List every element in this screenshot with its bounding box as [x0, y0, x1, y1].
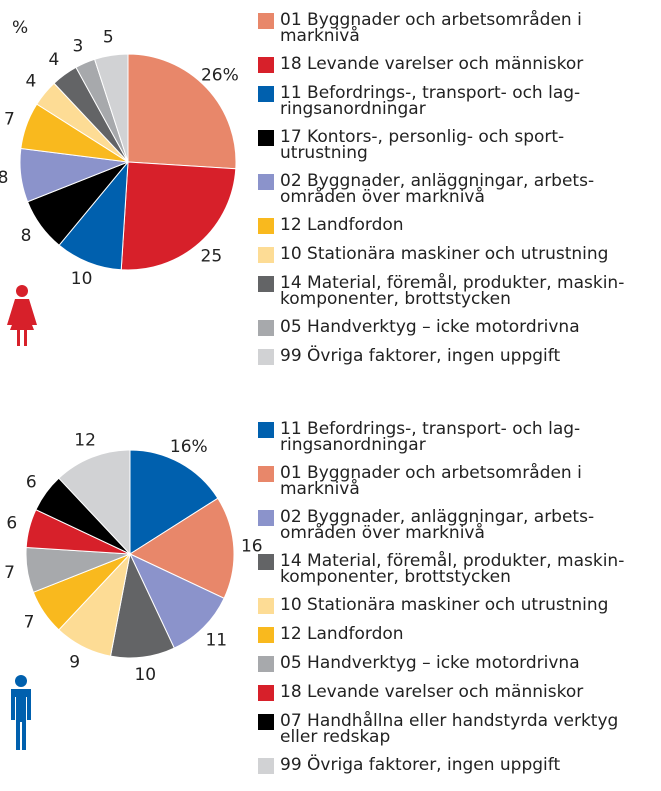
legend-swatch [258, 57, 274, 73]
pie-slice [58, 449, 131, 556]
legend-item: 05 Handverktyg – icke motordrivna [258, 655, 658, 672]
legend-label: 99 Övriga faktorer, ingen uppgift [280, 755, 561, 775]
legend-label: 99 Övriga faktorer, ingen uppgift [280, 346, 561, 366]
legend-item: 12 Landfordon [258, 626, 658, 643]
legend-swatch [258, 13, 274, 29]
legend-swatch [258, 758, 274, 774]
data-label: 8 [21, 226, 32, 246]
legend-label: 12 Landfordon [280, 215, 404, 235]
legend-swatch [258, 130, 274, 146]
data-label: 7 [4, 109, 15, 129]
legend-label: 17 Kontors-, personlig- och sport- utrus… [280, 127, 565, 163]
female-icon [7, 285, 37, 346]
pie-slice [93, 53, 129, 163]
data-label: 4 [26, 72, 37, 92]
legend-item: 01 Byggnader och arbetsområden i markniv… [258, 463, 658, 499]
data-label: 26% [201, 66, 239, 86]
legend-swatch [258, 247, 274, 263]
legend-label: 14 Material, föremål, produkter, maskin-… [280, 273, 625, 309]
legend-item: 10 Stationära maskiner och utrustning [258, 597, 658, 614]
legend-label: 02 Byggnader, anläggningar, arbets- områ… [280, 507, 595, 543]
legend-swatch [258, 349, 274, 365]
legend-swatch [258, 86, 274, 102]
legend-swatch [258, 466, 274, 482]
data-label: 8 [0, 168, 8, 188]
legend-label: 02 Byggnader, anläggningar, arbets- områ… [280, 171, 595, 207]
pie-slice [128, 552, 225, 649]
data-label: 3 [73, 36, 84, 56]
legend-item: 14 Material, föremål, produkter, maskin-… [258, 273, 658, 309]
legend-label: 10 Stationära maskiner och utrustning [280, 595, 609, 615]
data-label: 16% [170, 437, 208, 457]
legend-label: 14 Material, föremål, produkter, maskin-… [280, 551, 625, 587]
male-icon [11, 675, 31, 750]
legend-item: 18 Levande varelser och människor [258, 56, 658, 73]
legend-swatch [258, 276, 274, 292]
legend-item: 12 Landfordon [258, 217, 658, 234]
legend-label: 11 Befordrings-, transport- och lag- rin… [280, 83, 581, 119]
data-label: 7 [24, 613, 35, 633]
legend-swatch [258, 174, 274, 190]
legend-swatch [258, 627, 274, 643]
legend-label: 18 Levande varelser och människor [280, 682, 584, 702]
data-label: 9 [69, 653, 80, 673]
legend-item: 17 Kontors-, personlig- och sport- utrus… [258, 127, 658, 163]
legend: 11 Befordrings-, transport- och lag- rin… [258, 421, 658, 786]
legend-swatch [258, 554, 274, 570]
pie-slice [120, 161, 237, 271]
legend-label: 05 Handverktyg – icke motordrivna [280, 653, 580, 673]
data-label: 5 [103, 28, 114, 48]
legend-label: 07 Handhållna eller handstyrda verktyg e… [280, 711, 619, 747]
legend-swatch [258, 320, 274, 336]
legend-label: 10 Stationära maskiner och utrustning [280, 244, 609, 264]
pie-slice [128, 497, 235, 599]
legend-item: 02 Byggnader, anläggningar, arbets- områ… [258, 171, 658, 207]
legend-swatch [258, 656, 274, 672]
data-label: 16 [241, 536, 263, 556]
legend-item: 18 Levande varelser och människor [258, 684, 658, 701]
legend-swatch [258, 510, 274, 526]
data-label: 25 [201, 247, 223, 267]
legend-item: 14 Material, föremål, produkter, maskin-… [258, 551, 658, 587]
legend-label: 01 Byggnader och arbetsområden i markniv… [280, 463, 582, 499]
data-label: 12 [74, 431, 96, 451]
legend-item: 02 Byggnader, anläggningar, arbets- områ… [258, 507, 658, 543]
legend: 01 Byggnader och arbetsområden i markniv… [258, 12, 658, 377]
legend-label: 05 Handverktyg – icke motordrivna [280, 317, 580, 337]
legend-item: 99 Övriga faktorer, ingen uppgift [258, 348, 658, 365]
data-label: 10 [134, 665, 156, 685]
legend-label: 12 Landfordon [280, 624, 404, 644]
legend-item: 11 Befordrings-, transport- och lag- rin… [258, 419, 658, 455]
legend-swatch [258, 685, 274, 701]
legend-item: 11 Befordrings-, transport- och lag- rin… [258, 83, 658, 119]
data-label: 6 [26, 472, 37, 492]
data-label: 6 [6, 514, 17, 534]
legend-swatch [258, 422, 274, 438]
legend-label: 11 Befordrings-, transport- och lag- rin… [280, 419, 581, 455]
legend-item: 01 Byggnader och arbetsområden i markniv… [258, 10, 658, 46]
legend-swatch [258, 218, 274, 234]
data-label: 10 [71, 269, 93, 289]
legend-item: 99 Övriga faktorer, ingen uppgift [258, 757, 658, 774]
data-label: 11 [205, 630, 227, 650]
legend-swatch [258, 598, 274, 614]
pie-slice [129, 449, 219, 555]
legend-swatch [258, 714, 274, 730]
legend-item: 10 Stationära maskiner och utrustning [258, 246, 658, 263]
legend-item: 05 Handverktyg – icke motordrivna [258, 319, 658, 336]
legend-label: 18 Levande varelser och människor [280, 54, 584, 74]
data-label: 4 [49, 50, 60, 70]
unit-label: % [12, 18, 28, 38]
legend-item: 07 Handhållna eller handstyrda verktyg e… [258, 711, 658, 747]
data-label: 7 [4, 563, 15, 583]
legend-label: 01 Byggnader och arbetsområden i markniv… [280, 10, 582, 46]
pie-slice [127, 53, 237, 170]
